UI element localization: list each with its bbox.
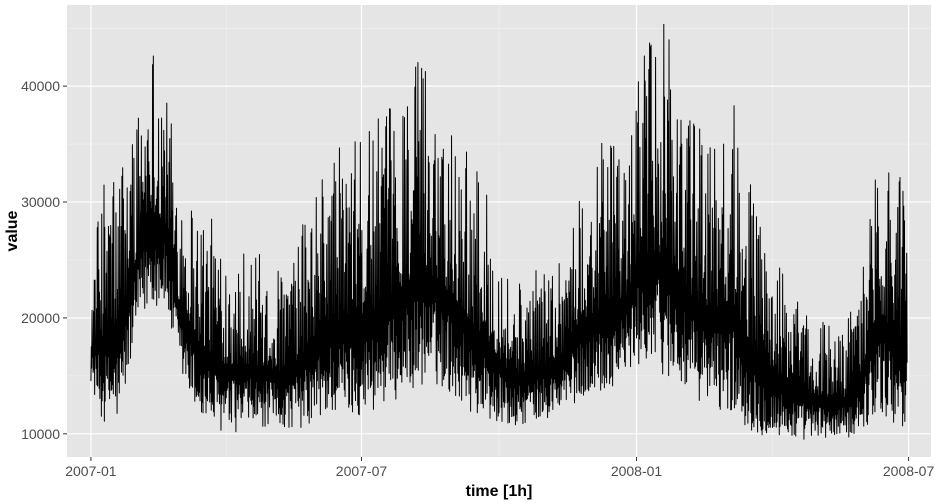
y-tick-label: 40000 (21, 78, 60, 94)
y-axis: 10000 20000 30000 40000 (21, 78, 67, 442)
x-tick-label: 2007-07 (336, 463, 388, 479)
series-layer (90, 23, 908, 440)
x-axis: 2007-01 2007-07 2008-01 2008-07 (65, 457, 934, 479)
y-tick-label: 20000 (21, 310, 60, 326)
y-tick-label: 10000 (21, 426, 60, 442)
y-axis-title: value (4, 210, 21, 251)
x-tick-label: 2008-07 (883, 463, 935, 479)
series-line (90, 23, 908, 440)
x-tick-label: 2008-01 (611, 463, 663, 479)
x-tick-label: 2007-01 (65, 463, 117, 479)
y-tick-label: 30000 (21, 194, 60, 210)
x-axis-title: time [1h] (466, 483, 533, 500)
